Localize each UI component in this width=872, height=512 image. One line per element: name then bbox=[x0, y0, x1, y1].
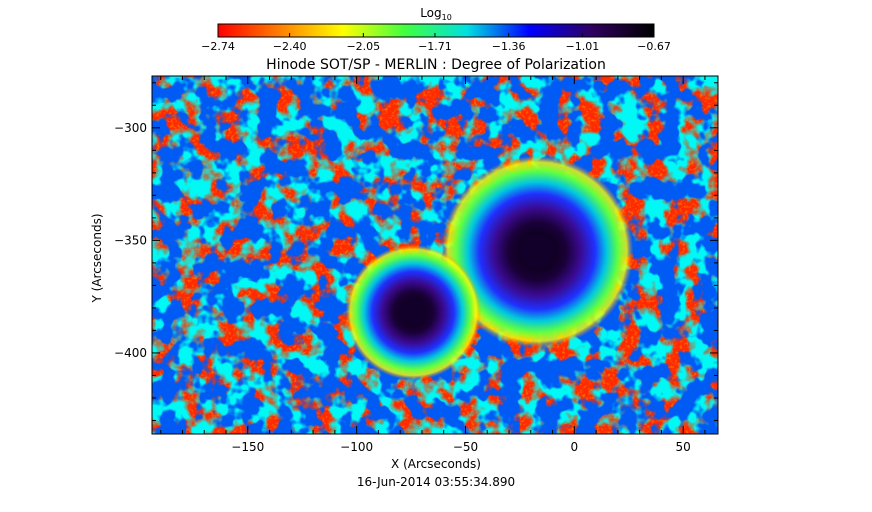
colorbar-label-base: Log bbox=[420, 6, 441, 20]
colorbar-tick-label: −2.05 bbox=[346, 40, 380, 53]
x-axis-label: X (Arcseconds) bbox=[391, 457, 481, 471]
timestamp: 16-Jun-2014 03:55:34.890 bbox=[357, 475, 515, 489]
colorbar-gradient bbox=[217, 23, 655, 38]
colorbar-tick-label: −1.01 bbox=[566, 40, 600, 53]
colorbar-ticks: −2.74 −2.40 −2.05 −1.71 −1.36 −1.01 −0.67 bbox=[201, 33, 671, 53]
x-tick-label: −150 bbox=[231, 440, 264, 454]
sunspots bbox=[345, 155, 634, 381]
y-tick-label: −400 bbox=[114, 346, 147, 360]
y-axis: −300 −350 −400 bbox=[114, 82, 718, 421]
x-tick-label: −50 bbox=[453, 440, 478, 454]
y-tick-label: −350 bbox=[114, 233, 147, 247]
plot-frame bbox=[151, 75, 719, 435]
sunspot-west-umbra bbox=[400, 299, 427, 326]
y-axis-label: Y (Arcseconds) bbox=[90, 213, 104, 303]
x-tick-label: 50 bbox=[676, 440, 691, 454]
colorbar-tick-label: −0.67 bbox=[637, 40, 671, 53]
colorbar-label-sub: 10 bbox=[442, 13, 452, 22]
sunspot-east-umbra bbox=[519, 234, 555, 270]
colorbar-tick-label: −1.71 bbox=[418, 40, 452, 53]
colorbar-label: Log10 bbox=[420, 6, 452, 22]
x-axis: −150 −100 −50 0 50 bbox=[160, 76, 706, 454]
x-tick-label: 0 bbox=[571, 440, 579, 454]
y-tick-label: −300 bbox=[114, 121, 147, 135]
colorbar-tick-label: −2.40 bbox=[273, 40, 307, 53]
x-tick-label: −100 bbox=[340, 440, 373, 454]
plot-area bbox=[152, 76, 718, 434]
colorbar: −2.74 −2.40 −2.05 −1.71 −1.36 −1.01 −0.67 Log1… bbox=[201, 6, 671, 53]
colorbar-tick-label: −2.74 bbox=[201, 40, 235, 53]
chart-title: Hinode SOT/SP - MERLIN : Degree of Polar… bbox=[266, 57, 606, 73]
colorbar-tick-label: −1.36 bbox=[492, 40, 526, 53]
